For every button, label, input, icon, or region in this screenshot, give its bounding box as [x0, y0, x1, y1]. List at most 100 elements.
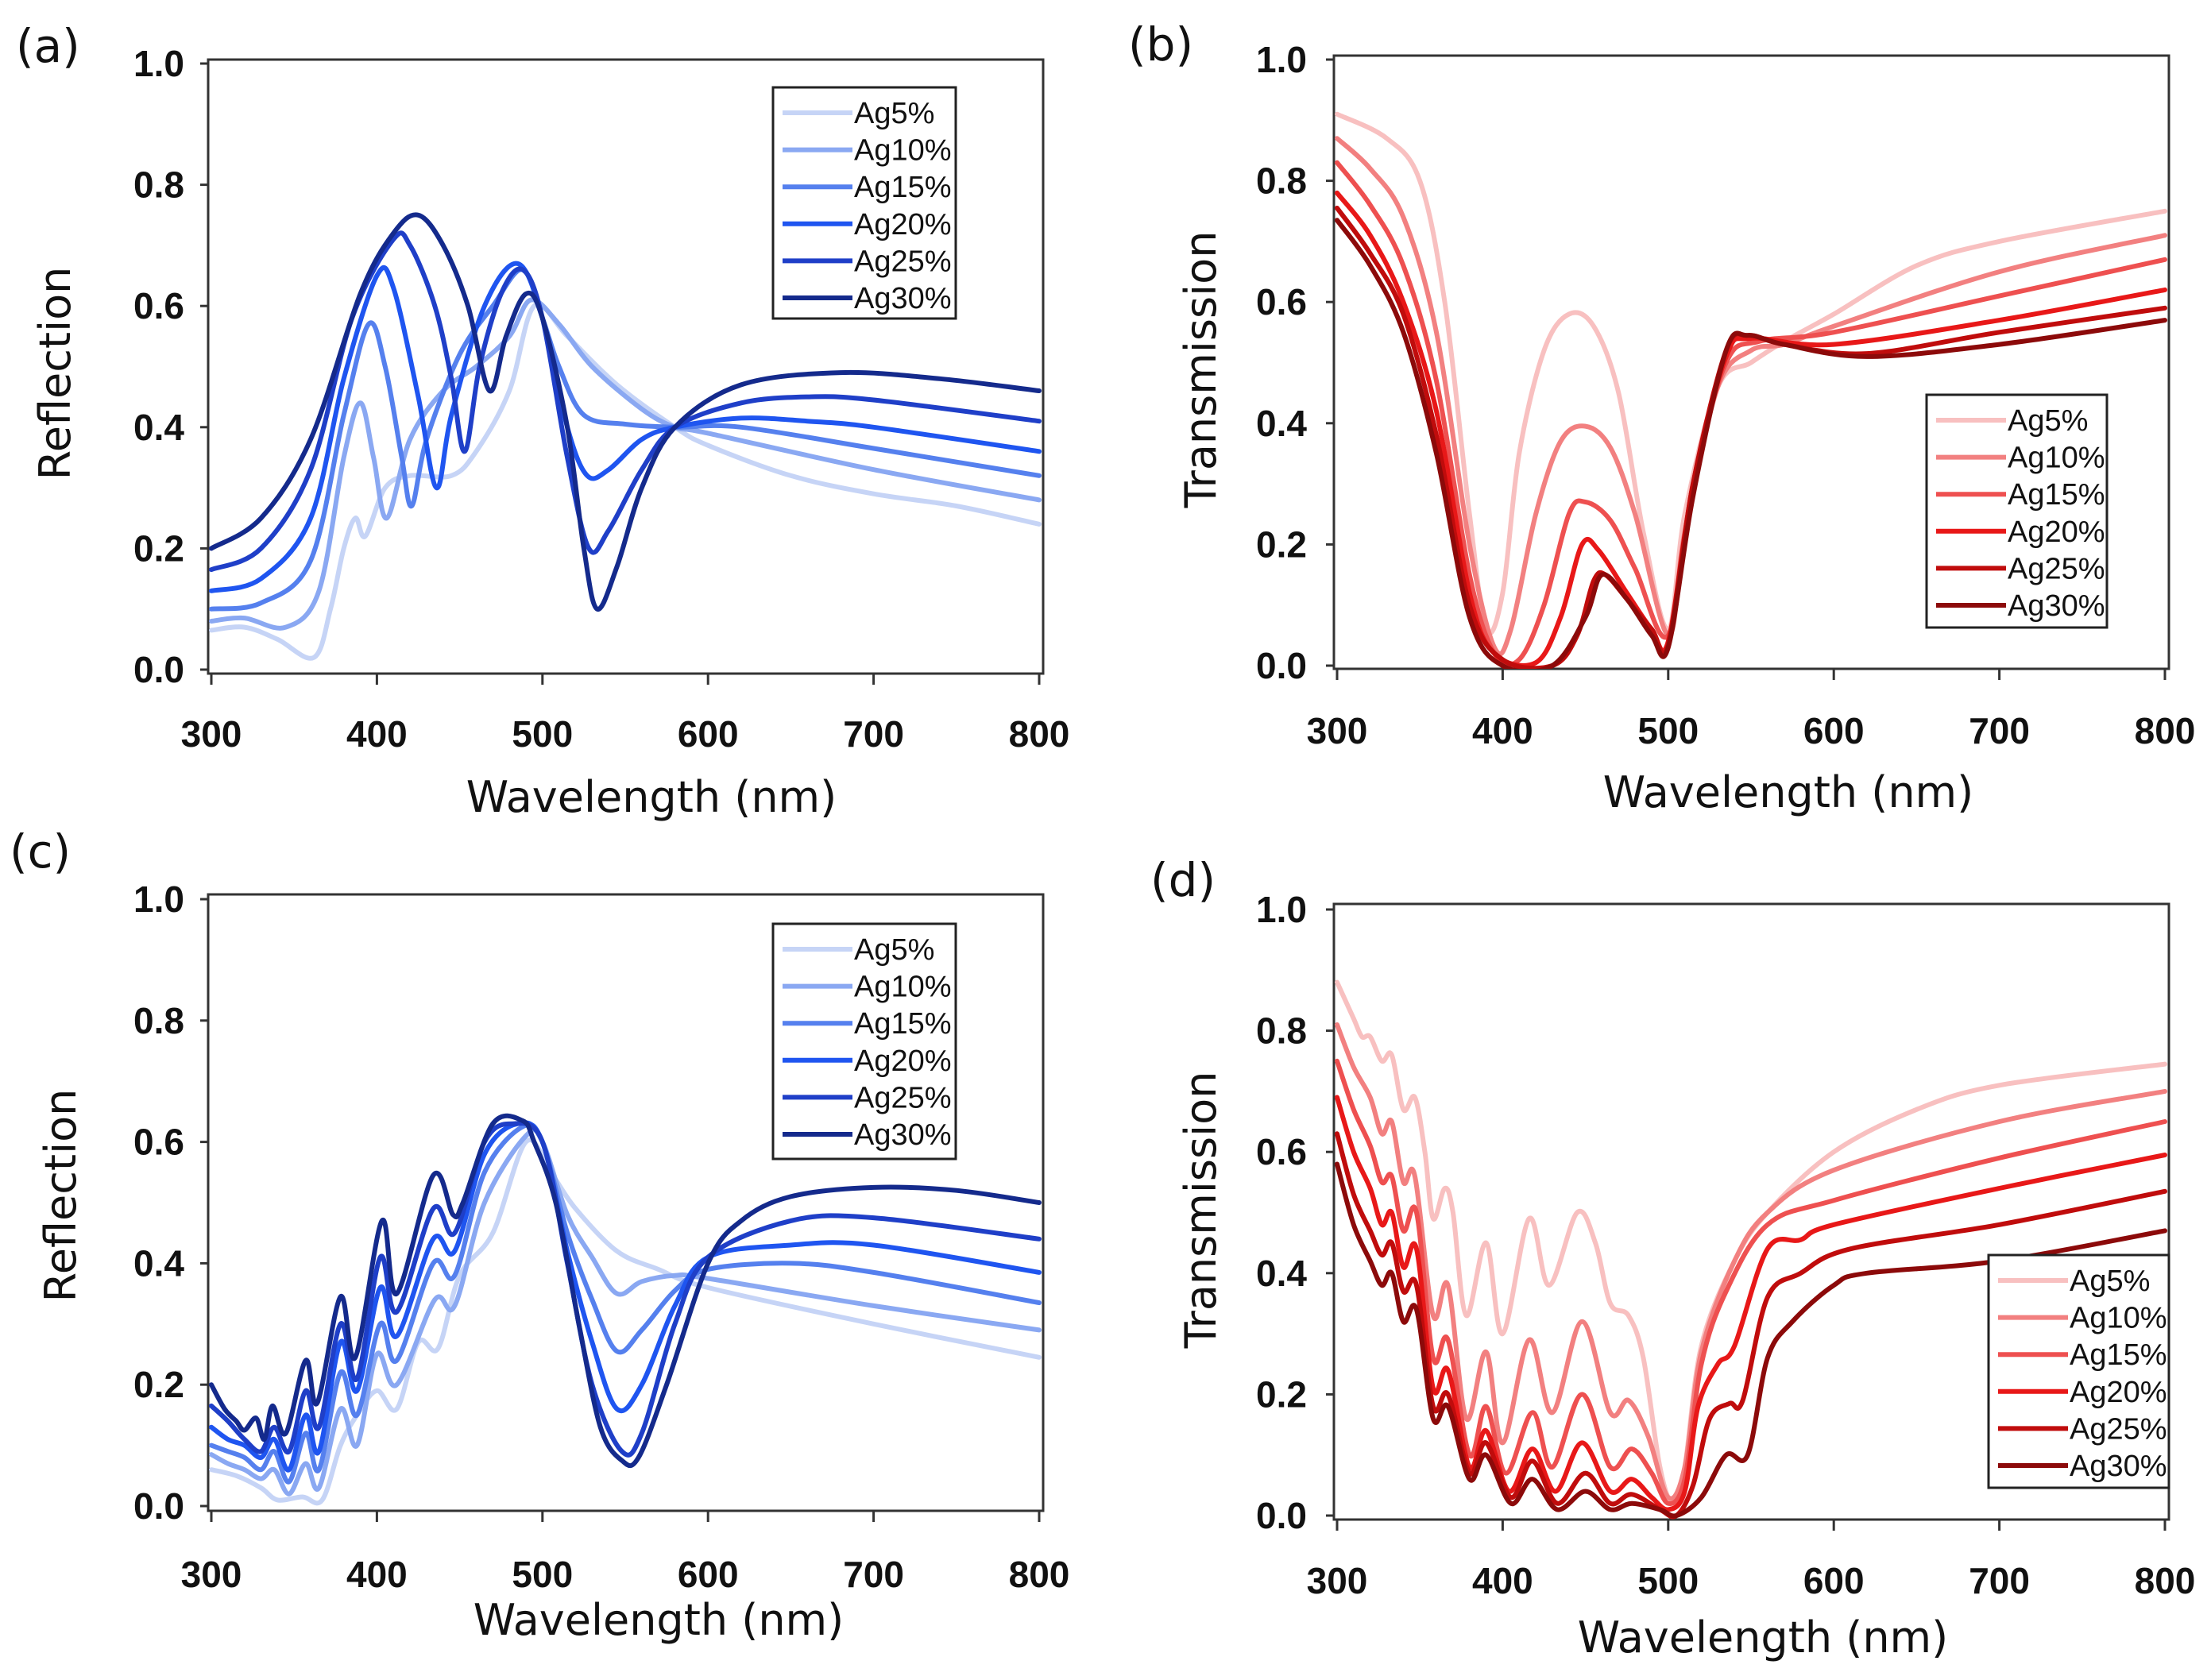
- legend-box: [1987, 1253, 2170, 1489]
- y-tick-label: 0.2: [1256, 523, 1307, 565]
- x-tick-label: 700: [1969, 1560, 2030, 1601]
- x-tick-label: 300: [1307, 1560, 1368, 1601]
- y-tick-label: 0.6: [133, 285, 184, 326]
- plot-frame: [1332, 902, 2170, 1521]
- legend-label: Ag20%: [2008, 516, 2105, 549]
- x-axis-title: Wavelength (nm): [1603, 767, 1973, 817]
- series-line-ag30pct: [209, 212, 1042, 612]
- legend-label: Ag30%: [2008, 589, 2105, 623]
- x-tick-label: 500: [512, 1554, 573, 1595]
- y-tick-label: 0.2: [1256, 1373, 1307, 1415]
- legend-label: Ag25%: [2070, 1412, 2167, 1446]
- legend-label: Ag15%: [854, 1007, 952, 1041]
- legend-label: Ag5%: [2008, 404, 2088, 438]
- legend-label: Ag5%: [854, 933, 934, 967]
- x-tick-label: 800: [2135, 1560, 2196, 1601]
- y-tick-label: 0.4: [133, 1242, 184, 1284]
- y-tick-label: 0.6: [133, 1122, 184, 1163]
- y-tick-label: 0.6: [1256, 1131, 1307, 1172]
- legend-label: Ag25%: [854, 245, 952, 278]
- panel-label: (a): [16, 19, 80, 73]
- panel-label: (c): [10, 825, 71, 879]
- x-tick-label: 500: [1637, 1560, 1699, 1601]
- legend-label: Ag25%: [854, 1081, 952, 1114]
- panel-d: 0.0 0.2 0.4 0.6 0.8 1.0 300 400 500 600 700 800 Wave…: [1150, 853, 2195, 1663]
- series-group: [209, 1113, 1042, 1506]
- y-tick-label: 0.8: [1256, 1010, 1307, 1052]
- legend-label: Ag30%: [2070, 1450, 2167, 1483]
- legend-label: Ag10%: [854, 971, 952, 1004]
- series-line-ag5pct: [1335, 111, 2167, 636]
- x-axis-title: Wavelength (nm): [1578, 1612, 1948, 1663]
- legend: Ag5%Ag10%Ag15%Ag20%Ag25%Ag30%: [1987, 1253, 2170, 1489]
- legend-box: [771, 86, 957, 320]
- y-tick-label: 0.8: [133, 1000, 184, 1041]
- plot-frame: [207, 893, 1045, 1512]
- series-line-ag15pct: [1335, 1058, 2167, 1506]
- legend-label: Ag10%: [854, 134, 952, 168]
- legend-label: Ag25%: [2008, 552, 2105, 585]
- legend: Ag5% Ag10%Ag15% Ag20%Ag25% Ag30%: [771, 922, 957, 1161]
- series-line-ag5pct: [209, 301, 1042, 661]
- y-axis-title: Reflection: [30, 267, 80, 481]
- y-axis-title: Transmission: [1176, 1072, 1226, 1350]
- legend-label: Ag20%: [2070, 1376, 2167, 1409]
- legend: Ag5% Ag10%Ag15% Ag20%Ag25% Ag30%: [1925, 393, 2109, 629]
- series-group: [209, 212, 1042, 661]
- series-line-ag25pct: [1335, 1131, 2167, 1520]
- y-tick-label: 1.0: [133, 879, 184, 920]
- legend-box: [1925, 393, 2109, 629]
- y-tick-label: 0.4: [1256, 403, 1307, 444]
- series-line-ag10pct: [209, 297, 1042, 631]
- legend-label: Ag30%: [854, 1118, 952, 1152]
- y-tick-label: 0.0: [133, 1485, 184, 1527]
- legend-label: Ag10%: [2008, 442, 2105, 475]
- y-tick-label: 0.8: [1256, 160, 1307, 202]
- panel-label: (d): [1150, 853, 1216, 907]
- y-axis-title: Transmission: [1176, 231, 1226, 509]
- x-tick-label: 300: [181, 713, 242, 755]
- panel-b: 0.0 0.2 0.4 0.6 0.8 1.0 300 400 500 600 700 800 Wave…: [1128, 17, 2195, 817]
- x-tick-label: 700: [843, 1554, 904, 1595]
- series-line-ag20pct: [1335, 190, 2167, 668]
- legend-box: [771, 922, 957, 1161]
- legend-label: Ag20%: [854, 1045, 952, 1078]
- x-tick-label: 400: [346, 1554, 408, 1595]
- legend-label: Ag5%: [2070, 1265, 2150, 1298]
- panel-c: 0.0 0.2 0.4 0.6 0.8 1.0 300 400 500 600 700 800 Wave…: [10, 825, 1069, 1645]
- legend-label: Ag20%: [854, 208, 952, 241]
- series-line-ag20pct: [209, 1120, 1042, 1473]
- legend-label: Ag15%: [2008, 478, 2105, 512]
- y-tick-label: 0.6: [1256, 281, 1307, 322]
- x-axis-title: Wavelength (nm): [466, 772, 837, 822]
- series-line-ag10pct: [209, 1127, 1042, 1497]
- plot-frame: [1332, 54, 2170, 670]
- series-line-ag15pct: [209, 267, 1042, 612]
- x-tick-label: 400: [1472, 1560, 1533, 1601]
- series-line-ag30pct: [209, 1113, 1042, 1469]
- series-line-ag30pct: [1335, 218, 2167, 669]
- y-tick-label: 0.8: [133, 164, 184, 206]
- y-tick-label: 1.0: [1256, 39, 1307, 80]
- y-tick-label: 0.0: [133, 649, 184, 690]
- x-tick-label: 300: [181, 1554, 242, 1595]
- x-tick-label: 800: [1009, 1554, 1070, 1595]
- x-tick-label: 800: [2135, 710, 2196, 751]
- y-tick-label: 0.4: [133, 407, 184, 448]
- y-tick-label: 0.2: [133, 1364, 184, 1405]
- x-tick-label: 500: [512, 713, 573, 755]
- series-group: [1335, 111, 2167, 669]
- legend: Ag5%Ag10%Ag15%Ag20%Ag25%Ag30%: [771, 86, 957, 320]
- panel-label: (b): [1128, 17, 1193, 71]
- legend-label: Ag5%: [854, 97, 934, 130]
- x-tick-label: 600: [1803, 710, 1865, 751]
- x-axis-title: Wavelength (nm): [474, 1595, 844, 1645]
- series-group: [1335, 979, 2167, 1520]
- series-line-ag20pct: [1335, 1095, 2167, 1512]
- plot-frame: [207, 58, 1045, 675]
- x-tick-label: 300: [1307, 710, 1368, 751]
- x-tick-label: 700: [1969, 710, 2030, 751]
- x-tick-label: 800: [1009, 713, 1070, 755]
- x-tick-label: 700: [843, 713, 904, 755]
